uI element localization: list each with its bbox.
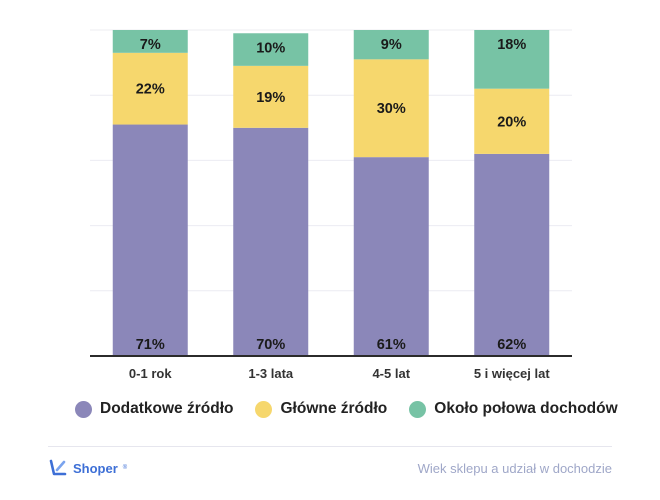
x-tick-label: 5 i więcej lat	[474, 366, 551, 381]
stacked-bar-chart: 71% 22% 7% 0-1 rok 70% 19% 10% 1-3 lata 61% 30% 9%…	[90, 29, 572, 381]
legend-swatch-okolo-polowa	[409, 400, 427, 418]
bar-segment-oko-o-po-owa-dochod-w-2	[233, 33, 309, 66]
legend-label-dodatkowe: Dodatkowe źródło	[100, 400, 234, 417]
brand-logo: Shoper ®	[48, 458, 127, 478]
data-label: 10%	[256, 40, 285, 56]
brand-name: Shoper	[73, 460, 118, 476]
data-label: 71%	[136, 337, 165, 353]
x-tick-label: 1-3 lata	[248, 366, 294, 381]
x-tick-label: 0-1 rok	[129, 366, 172, 381]
data-label: 62%	[497, 337, 526, 353]
legend-label-glowne: Główne źródło	[280, 400, 388, 417]
bar-segment-dodatkowe-r-d-o-4	[474, 153, 550, 356]
bar-segment-g-wne-r-d-o-4	[474, 88, 550, 154]
legend-item-dodatkowe: Dodatkowe źródło	[75, 400, 233, 418]
data-label: 22%	[136, 82, 165, 98]
bar-segment-g-wne-r-d-o-3	[353, 59, 429, 158]
bar-segment-dodatkowe-r-d-o-1	[112, 124, 188, 356]
legend-swatch-dodatkowe	[75, 400, 92, 418]
data-label: 19%	[256, 90, 285, 106]
data-label: 30%	[377, 101, 406, 117]
bar-segment-oko-o-po-owa-dochod-w-3	[353, 30, 429, 60]
bar-segment-dodatkowe-r-d-o-3	[353, 157, 429, 356]
data-label: 70%	[256, 337, 285, 353]
legend-item-glowne: Główne źródło	[255, 400, 387, 418]
legend-swatch-glowne	[255, 400, 273, 418]
footer-caption: Wiek sklepu a udział w dochodzie	[417, 461, 612, 476]
brand-registered-mark: ®	[122, 465, 128, 471]
legend-label-okolo-polowa: Około połowa dochodów	[434, 400, 618, 417]
data-label: 9%	[381, 37, 402, 53]
data-label: 7%	[140, 37, 161, 53]
footer-divider	[48, 446, 612, 447]
bar-segment-dodatkowe-r-d-o-2	[233, 127, 309, 356]
data-label: 61%	[377, 337, 406, 353]
legend: Dodatkowe źródło Główne źródło Około poł…	[75, 400, 618, 418]
bar-segment-g-wne-r-d-o-1	[112, 52, 188, 125]
bar-segment-oko-o-po-owa-dochod-w-4	[474, 30, 550, 89]
data-label: 20%	[497, 114, 526, 130]
data-label: 18%	[497, 37, 526, 53]
shoper-logo-icon	[49, 459, 67, 476]
x-tick-label: 4-5 lat	[372, 366, 410, 381]
bar-segment-oko-o-po-owa-dochod-w-1	[112, 30, 188, 53]
bar-segment-g-wne-r-d-o-2	[233, 65, 309, 128]
legend-item-okolo-polowa: Około połowa dochodów	[409, 400, 618, 418]
